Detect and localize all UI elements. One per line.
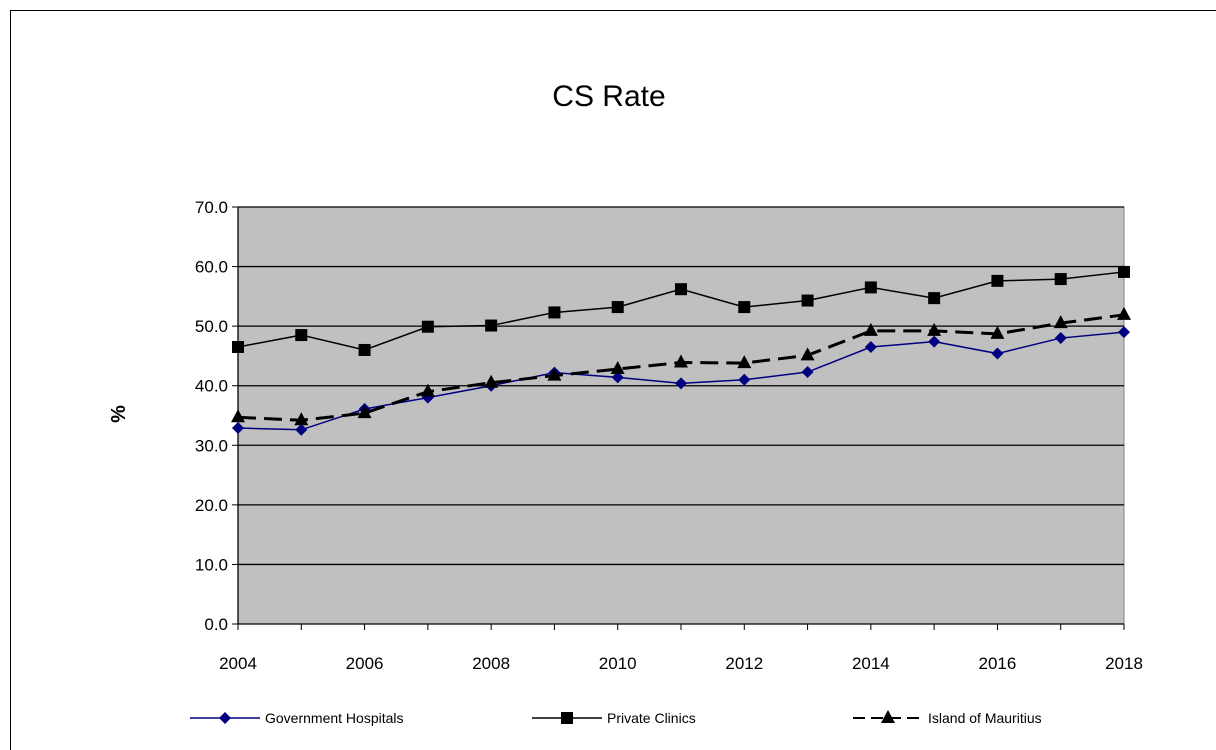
data-point-government-hospitals (928, 335, 941, 348)
data-point-private-clinics (548, 306, 561, 319)
data-point-government-hospitals (295, 423, 308, 436)
chart-title: CS Rate (552, 80, 665, 113)
x-tick-label: 2014 (852, 654, 890, 673)
y-tick-label: 0.0 (204, 615, 228, 634)
legend-item-private-clinics: Private Clinics (532, 710, 696, 726)
y-tick-label: 10.0 (195, 555, 228, 574)
legend-marker (881, 710, 895, 723)
data-point-island-of-mauritius (674, 354, 688, 368)
legend-label: Private Clinics (607, 710, 696, 726)
y-tick-label: 60.0 (195, 258, 228, 277)
plot-area (237, 206, 1125, 625)
legend-label: Island of Mauritius (928, 710, 1042, 726)
data-point-island-of-mauritius (863, 322, 878, 336)
data-point-private-clinics (611, 301, 624, 314)
data-point-island-of-mauritius (927, 322, 942, 336)
legend-marker (561, 712, 573, 724)
data-point-government-hospitals (611, 371, 624, 384)
y-tick-label: 20.0 (195, 496, 228, 515)
y-tick-label: 70.0 (195, 198, 228, 217)
data-point-government-hospitals (675, 377, 687, 390)
x-tick-label: 2006 (346, 654, 384, 673)
data-point-government-hospitals (1118, 326, 1130, 339)
y-axis-label: % (108, 405, 130, 423)
data-point-island-of-mauritius (1117, 306, 1131, 320)
x-tick-label: 2018 (1105, 654, 1143, 673)
data-point-private-clinics (738, 301, 751, 314)
x-tick-label: 2012 (725, 654, 763, 673)
data-point-government-hospitals (232, 422, 244, 435)
data-point-island-of-mauritius (990, 325, 1005, 339)
data-point-government-hospitals (1054, 332, 1067, 345)
legend-marker (219, 712, 231, 724)
data-point-island-of-mauritius (294, 412, 309, 426)
legend-item-island-of-mauritius: Island of Mauritius (853, 710, 1042, 726)
data-point-government-hospitals (738, 373, 751, 386)
legend-label: Government Hospitals (265, 710, 404, 726)
data-point-private-clinics (864, 281, 877, 294)
data-point-government-hospitals (864, 340, 877, 353)
data-point-island-of-mauritius (420, 383, 435, 397)
data-point-private-clinics (675, 283, 687, 296)
x-tick-label: 2004 (219, 654, 257, 673)
data-point-island-of-mauritius (610, 361, 625, 375)
data-point-island-of-mauritius (800, 347, 815, 361)
data-point-private-clinics (485, 319, 498, 332)
data-point-private-clinics (801, 294, 814, 307)
legend-item-government-hospitals: Government Hospitals (190, 710, 404, 726)
data-point-island-of-mauritius (1053, 315, 1068, 329)
data-point-private-clinics (1118, 265, 1130, 278)
data-point-private-clinics (421, 320, 434, 333)
x-tick-label: 2010 (599, 654, 637, 673)
data-point-island-of-mauritius (484, 374, 499, 388)
data-point-private-clinics (232, 340, 244, 353)
data-point-private-clinics (928, 292, 941, 305)
data-point-private-clinics (295, 329, 308, 342)
data-point-private-clinics (991, 274, 1004, 287)
x-tick-label: 2016 (979, 654, 1017, 673)
y-tick-label: 30.0 (195, 436, 228, 455)
data-point-private-clinics (1054, 273, 1067, 286)
y-tick-label: 50.0 (195, 317, 228, 336)
data-point-island-of-mauritius (737, 355, 752, 369)
y-tick-label: 40.0 (195, 377, 228, 396)
data-point-island-of-mauritius (231, 409, 245, 423)
data-point-government-hospitals (801, 366, 814, 379)
data-point-government-hospitals (991, 347, 1004, 360)
data-point-private-clinics (358, 343, 371, 356)
data-point-island-of-mauritius (357, 405, 372, 419)
x-tick-label: 2008 (472, 654, 510, 673)
data-point-island-of-mauritius (547, 367, 562, 381)
